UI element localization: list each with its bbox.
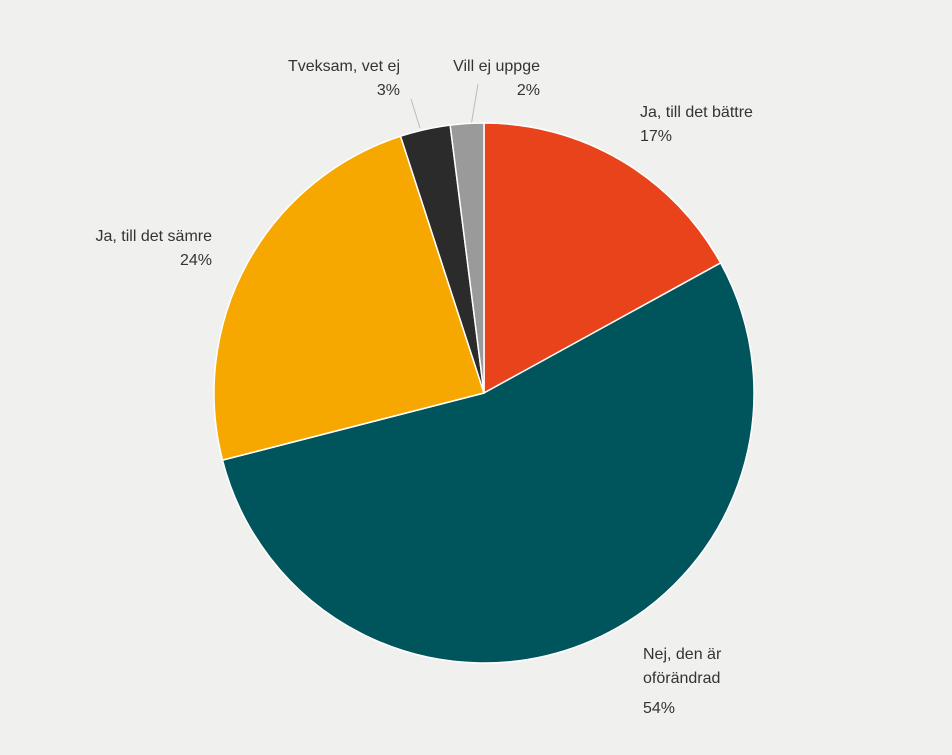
value-label: 3%	[376, 82, 400, 99]
category-label: Ja, till det bättre	[640, 104, 753, 121]
leader-line	[470, 83, 479, 127]
category-label: Tveksam, vet ej	[287, 58, 400, 75]
category-label: Vill ej uppge	[453, 58, 540, 75]
slice-label: Nej, den är oförändrad 54%	[643, 643, 763, 721]
value-label: 24%	[179, 252, 212, 269]
slice-label: Vill ej uppge 2%	[340, 55, 540, 103]
pie-slice	[483, 122, 722, 395]
slice-label: Tveksam, vet ej 3%	[200, 55, 400, 103]
pie-slice	[213, 135, 485, 462]
slice-label: Ja, till det sämre 24%	[12, 225, 212, 273]
pie-slice	[449, 122, 485, 394]
value-label: 2%	[516, 82, 540, 99]
slice-label: Ja, till det bättre 17%	[640, 101, 840, 149]
category-label: Nej, den är oförändrad	[643, 646, 722, 687]
value-label: 17%	[640, 128, 673, 145]
category-label: Ja, till det sämre	[95, 228, 212, 245]
pie-slice	[221, 261, 755, 664]
value-label: 54%	[643, 700, 676, 717]
leader-line	[410, 98, 421, 129]
